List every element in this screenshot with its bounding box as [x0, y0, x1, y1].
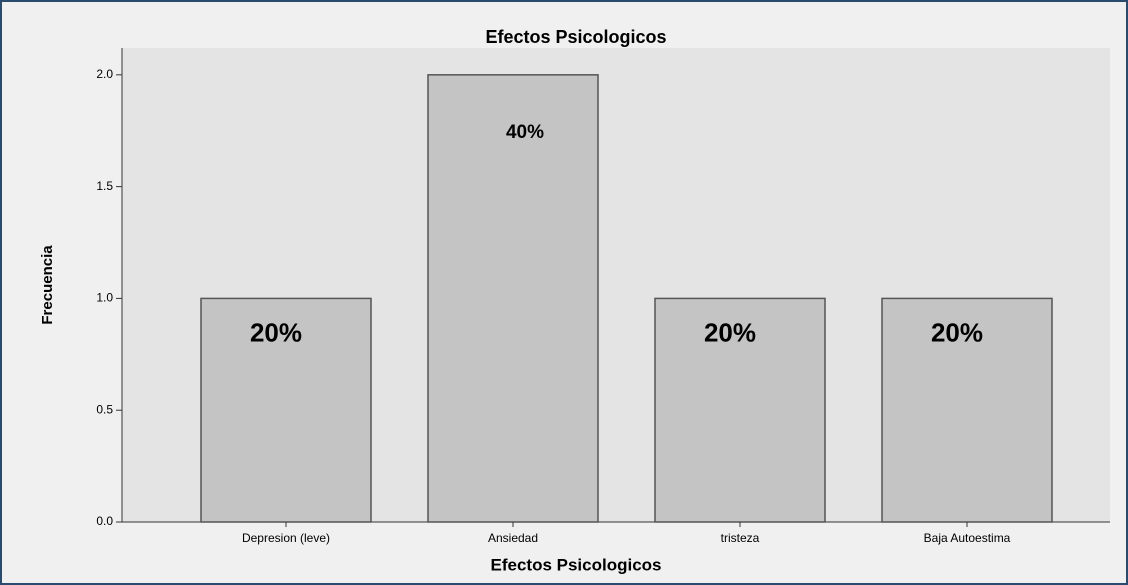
- x-axis-label: Efectos Psicologicos: [491, 555, 662, 574]
- chart-title: Efectos Psicologicos: [485, 27, 666, 47]
- bar: [200, 297, 372, 523]
- annotation: 20%: [704, 317, 756, 347]
- bar: [654, 297, 826, 523]
- x-tick-label: Depresion (leve): [242, 531, 330, 545]
- y-tick-label: 2.0: [96, 67, 113, 81]
- y-tick-label: 1.0: [96, 291, 113, 305]
- y-tick-label: 1.5: [96, 179, 113, 193]
- x-tick-label: Ansiedad: [488, 531, 538, 545]
- bar: [427, 74, 599, 523]
- y-tick-label: 0.5: [96, 402, 113, 416]
- annotation: 40%: [506, 122, 544, 143]
- x-tick-label: Baja Autoestima: [924, 531, 1011, 545]
- annotation: 20%: [931, 317, 983, 347]
- x-tick-label: tristeza: [721, 531, 760, 545]
- y-tick-label: 0.0: [96, 514, 113, 528]
- annotation: 20%: [250, 317, 302, 347]
- bar: [881, 297, 1053, 523]
- y-axis-label: Frecuencia: [39, 245, 56, 325]
